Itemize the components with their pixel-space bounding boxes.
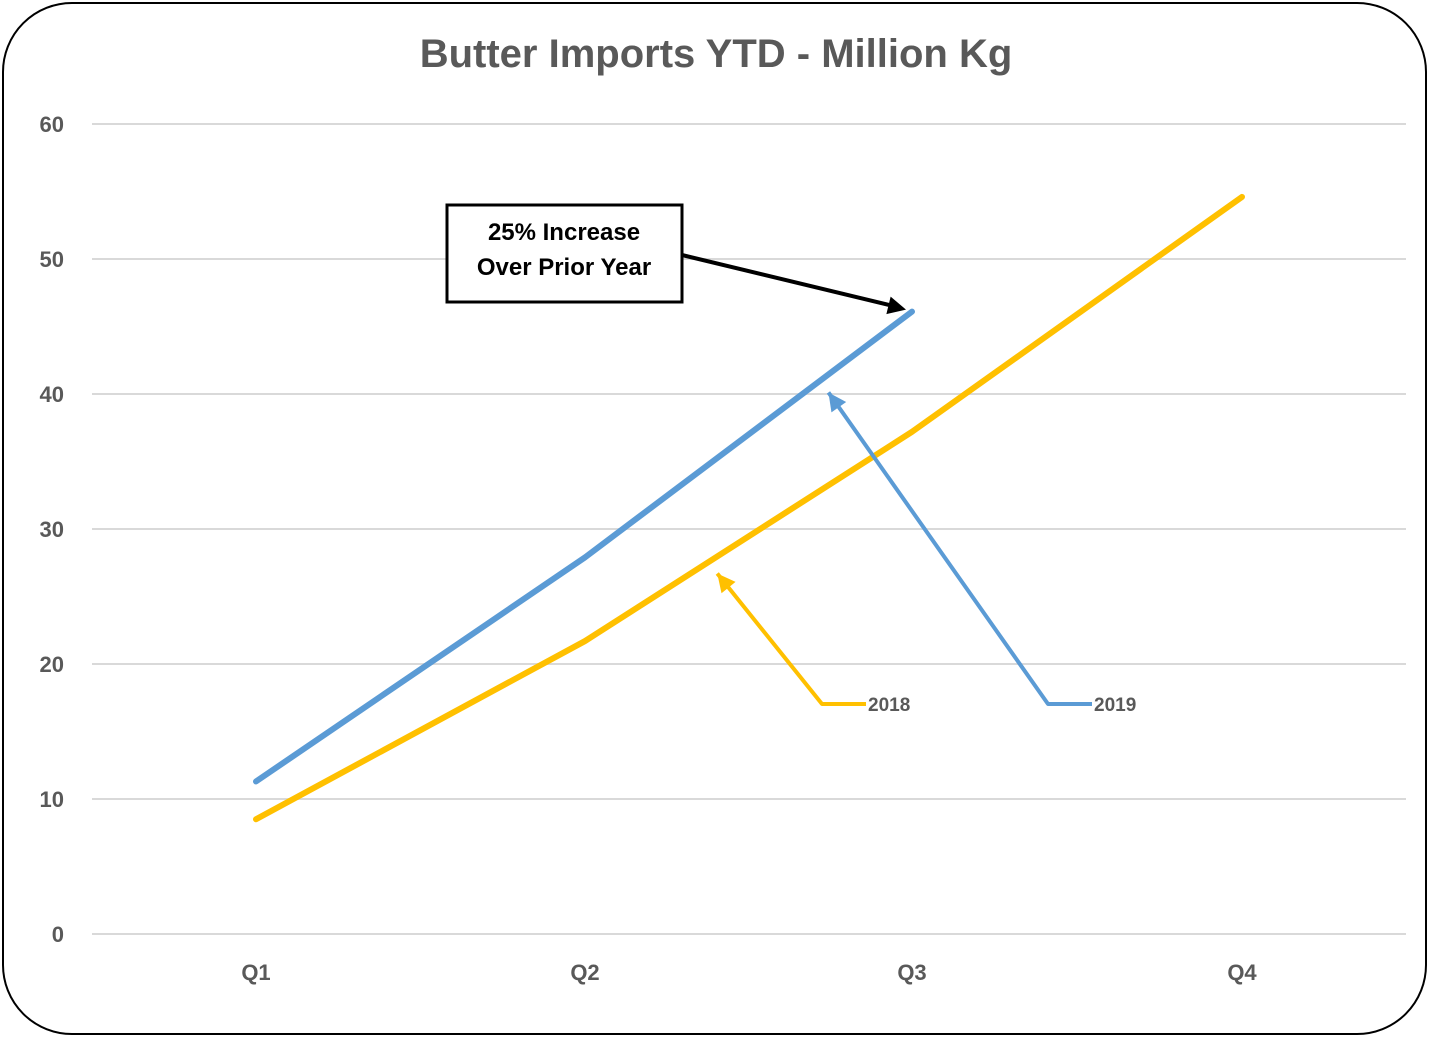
x-tick-label: Q4 [1227, 960, 1257, 985]
leader-line-2018 [715, 572, 866, 706]
annotation-box [445, 203, 684, 304]
y-tick-label: 40 [40, 382, 64, 407]
annotation-line-2: Over Prior Year [477, 254, 651, 281]
leader-arrowhead-2018 [717, 573, 736, 594]
series-labels: 2018 2019 [715, 391, 1136, 716]
x-tick-label: Q1 [241, 960, 270, 985]
series-label-2018: 2018 [868, 695, 910, 716]
leader-line-2019 [826, 391, 1092, 706]
chart-title: Butter Imports YTD - Million Kg [420, 32, 1013, 76]
series-line-2018 [253, 193, 1245, 823]
series-line-2019 [253, 308, 915, 785]
y-tick-label: 30 [40, 517, 64, 542]
series-label-2019: 2019 [1094, 695, 1136, 716]
y-tick-label: 60 [40, 112, 64, 137]
callout-arrow-line [681, 253, 893, 308]
x-tick-label: Q3 [897, 960, 926, 985]
annotation-line-1: 25% Increase [488, 219, 640, 246]
y-tick-label: 10 [40, 787, 64, 812]
grid-lines [92, 123, 1406, 935]
callout-arrowhead [886, 296, 906, 315]
y-tick-label: 20 [40, 652, 64, 677]
y-tick-label: 50 [40, 247, 64, 272]
x-axis-ticks: Q1 Q2 Q3 Q4 [241, 960, 1257, 985]
leader-arrowhead-2019 [828, 392, 847, 413]
series-lines [253, 193, 1245, 823]
annotation-callout: 25% Increase Over Prior Year [445, 203, 906, 315]
y-tick-label: 0 [52, 922, 64, 947]
x-tick-label: Q2 [570, 960, 599, 985]
y-axis-ticks: 0 10 20 30 40 50 60 [40, 112, 64, 947]
